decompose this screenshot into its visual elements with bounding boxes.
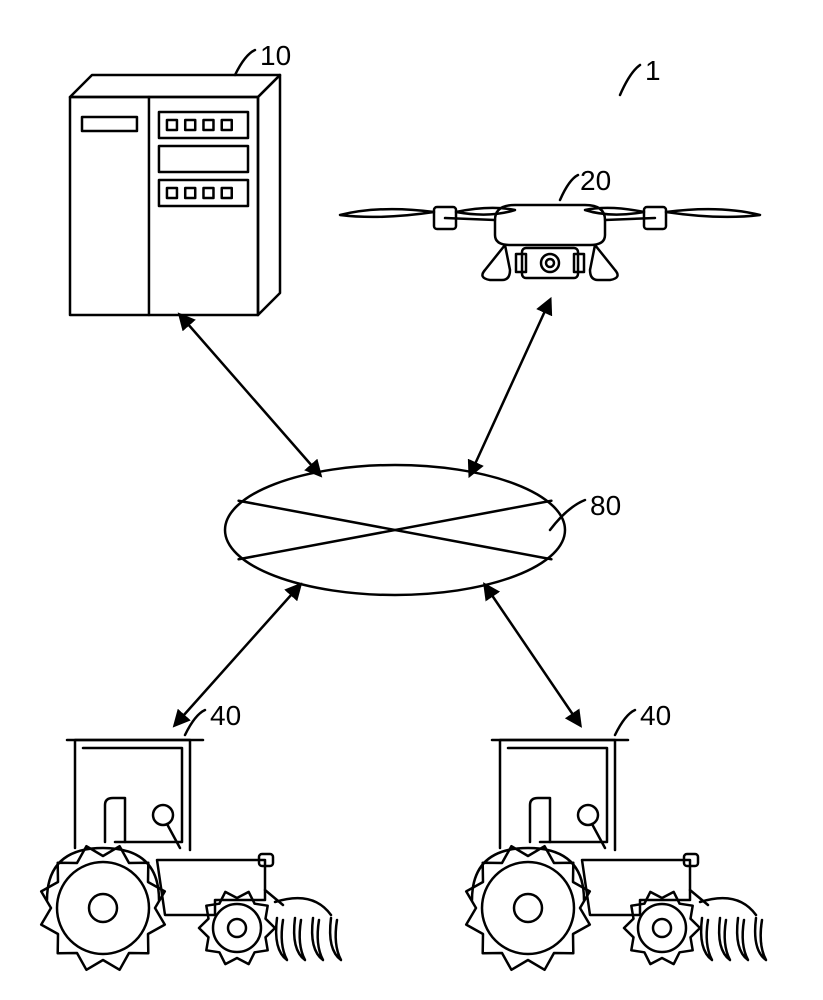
connection-arrow <box>180 315 320 475</box>
leader-line <box>185 710 205 735</box>
tractor-right-icon <box>466 740 766 970</box>
drone-icon <box>340 205 760 280</box>
leader-line <box>560 175 578 200</box>
leader-line <box>550 500 585 530</box>
label-network: 80 <box>590 490 621 522</box>
label-system: 1 <box>645 55 661 87</box>
leader-line <box>235 50 255 75</box>
leader-line <box>620 65 640 95</box>
connection-arrow <box>485 585 580 725</box>
server-icon <box>70 75 280 315</box>
label-tractorR: 40 <box>640 700 671 732</box>
label-tractorL: 40 <box>210 700 241 732</box>
leader-line <box>615 710 635 735</box>
label-server: 10 <box>260 40 291 72</box>
tractor-left-icon <box>41 740 341 970</box>
label-drone: 20 <box>580 165 611 197</box>
connection-arrow <box>470 300 550 475</box>
